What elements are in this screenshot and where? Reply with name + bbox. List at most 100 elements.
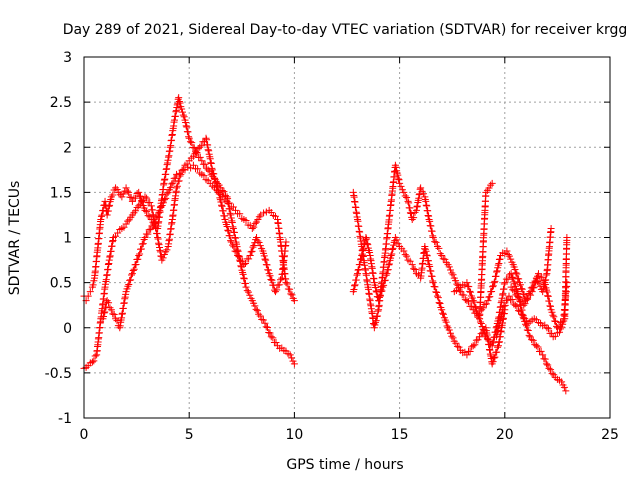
data-point: [136, 250, 144, 258]
data-point: [141, 206, 149, 214]
data-point: [476, 315, 484, 323]
data-point: [439, 310, 447, 318]
data-point: [481, 331, 489, 339]
data-point: [480, 327, 488, 335]
data-point: [537, 347, 545, 355]
data-point: [182, 119, 190, 127]
data-point: [104, 207, 112, 215]
data-point: [544, 325, 552, 333]
data-point: [372, 318, 380, 326]
data-point: [540, 281, 548, 289]
data-point: [563, 234, 571, 241]
data-point: [489, 358, 497, 366]
data-point: [356, 260, 364, 268]
data-point: [229, 224, 237, 232]
y-tick-label: 0: [63, 321, 72, 337]
data-point: [524, 294, 532, 302]
data-point: [453, 280, 461, 288]
data-point: [231, 234, 239, 242]
data-point: [442, 318, 450, 326]
data-point: [484, 297, 492, 305]
data-point: [363, 235, 371, 243]
data-point: [239, 270, 247, 278]
data-point: [495, 322, 503, 330]
data-point: [488, 288, 496, 296]
data-point: [496, 316, 504, 324]
data-point: [122, 220, 130, 228]
data-point: [138, 240, 146, 248]
data-point: [494, 261, 502, 269]
data-point: [235, 253, 243, 261]
data-point: [408, 261, 416, 269]
data-point: [223, 222, 231, 230]
x-tick-label: 0: [80, 427, 89, 443]
data-points: [80, 94, 571, 395]
data-point: [469, 297, 477, 305]
data-point: [358, 250, 366, 258]
data-point: [438, 252, 446, 260]
data-point: [373, 288, 381, 296]
data-point: [245, 288, 253, 296]
data-point: [100, 313, 108, 321]
data-point: [143, 208, 151, 216]
data-point: [127, 276, 135, 284]
data-point: [287, 290, 295, 298]
data-point: [547, 224, 555, 232]
data-point: [400, 247, 408, 255]
data-point: [105, 202, 113, 210]
data-point: [510, 287, 518, 295]
x-tick-label: 5: [185, 427, 194, 443]
data-point: [261, 319, 269, 327]
data-point: [504, 250, 512, 258]
data-point: [353, 271, 361, 279]
data-point: [230, 243, 238, 251]
data-point: [482, 300, 490, 308]
data-point: [128, 270, 136, 278]
data-point: [505, 292, 513, 300]
data-point: [124, 282, 132, 290]
data-point: [210, 174, 218, 182]
data-point: [109, 310, 117, 318]
data-point: [357, 256, 365, 264]
data-point: [429, 279, 437, 287]
data-point: [135, 252, 143, 260]
data-point: [236, 210, 244, 218]
data-point: [490, 279, 498, 287]
data-point: [544, 292, 552, 300]
data-point: [198, 157, 206, 165]
data-point: [383, 270, 391, 278]
data-point: [463, 297, 471, 305]
data-point: [159, 254, 167, 262]
data-point: [267, 333, 275, 341]
data-point: [268, 276, 276, 284]
data-point: [485, 337, 493, 345]
data-point: [228, 219, 236, 227]
data-point: [382, 271, 390, 279]
data-point: [218, 201, 226, 209]
data-point: [518, 310, 526, 318]
data-point: [385, 260, 393, 268]
data-point: [149, 220, 157, 228]
data-point: [358, 252, 366, 260]
data-point: [479, 325, 487, 333]
data-point: [129, 267, 137, 275]
data-point: [441, 255, 449, 263]
data-point: [266, 329, 274, 337]
data-point: [514, 307, 522, 315]
data-point: [231, 233, 239, 241]
data-point: [410, 265, 418, 273]
data-point: [185, 134, 193, 142]
data-point: [230, 229, 238, 237]
data-point: [288, 291, 296, 299]
data-point: [548, 308, 556, 316]
data-point: [255, 310, 263, 318]
data-point: [134, 255, 142, 263]
data-point: [151, 218, 159, 226]
data-point: [216, 194, 224, 202]
data-point: [542, 276, 550, 284]
data-point: [539, 351, 547, 359]
data-point: [520, 290, 528, 298]
data-point: [241, 259, 249, 267]
data-point: [283, 280, 291, 288]
data-point: [226, 232, 234, 240]
